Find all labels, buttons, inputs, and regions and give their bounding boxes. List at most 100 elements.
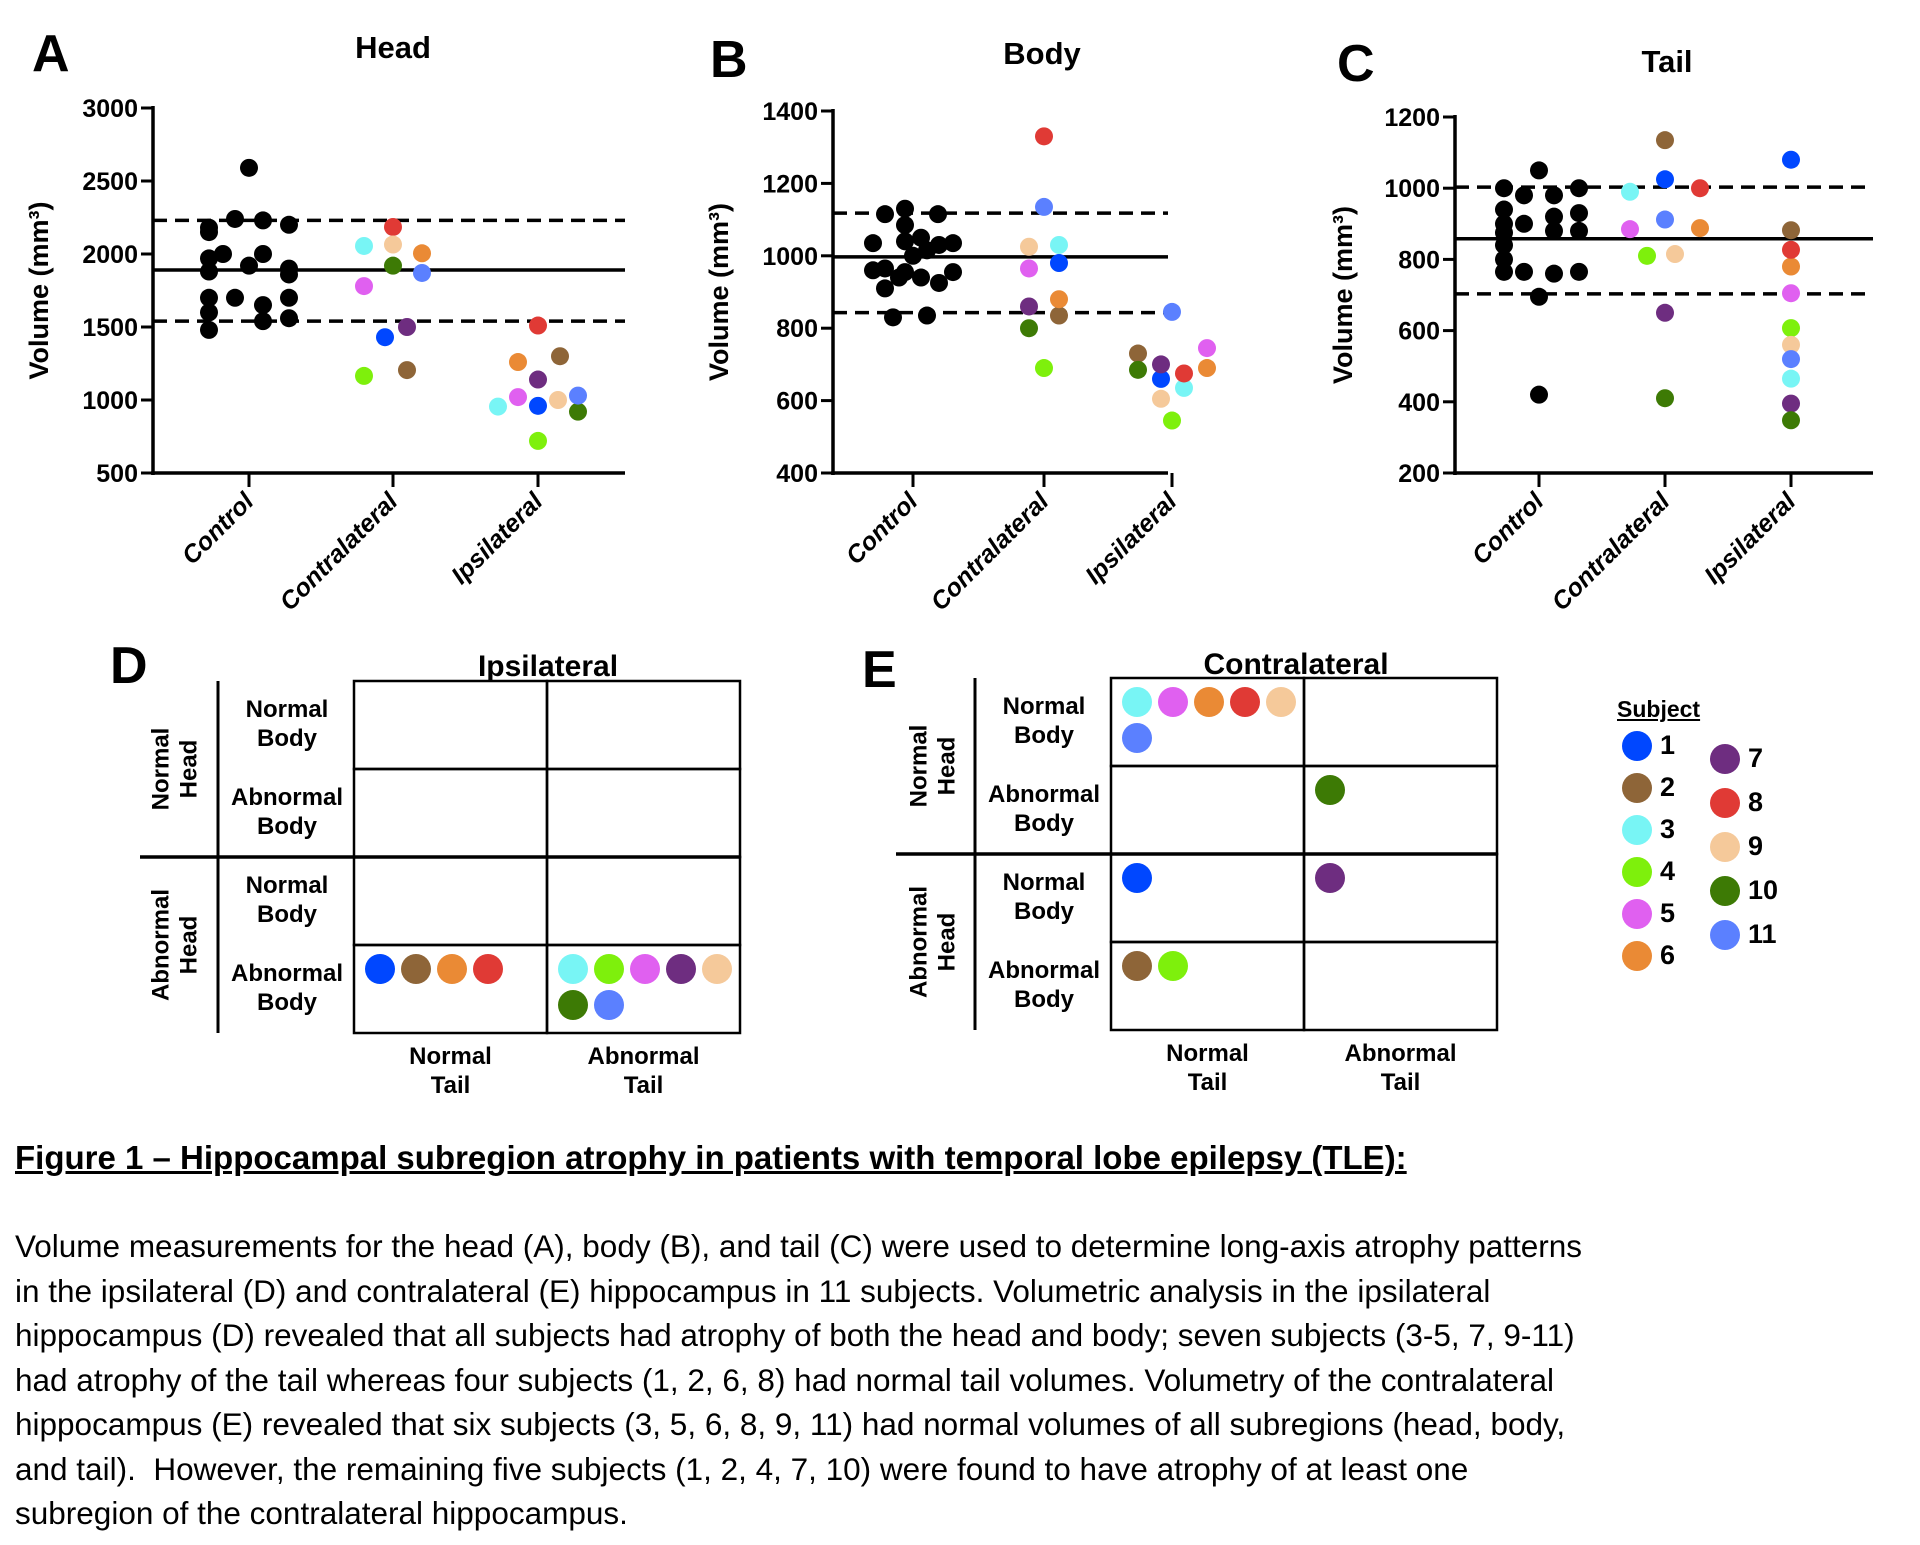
control-point xyxy=(864,234,882,253)
legend-swatch xyxy=(1710,831,1740,862)
ipsilateral-point-subject-10 xyxy=(1129,360,1147,379)
caption-line: Volume measurements for the head (A), bo… xyxy=(15,1228,1583,1264)
legend-swatch xyxy=(1710,875,1740,906)
contralateral-point-subject-10 xyxy=(1656,389,1674,408)
legend-label: 8 xyxy=(1748,787,1764,817)
legend-item-subject-1: 1 xyxy=(1622,730,1675,761)
y-tick-label: 1000 xyxy=(762,243,818,271)
control-point xyxy=(876,259,894,278)
legend-swatch xyxy=(1622,940,1652,971)
col-label-abnormal-tail: Abnormal Tail xyxy=(1344,1040,1457,1096)
ipsilateral-point-subject-7 xyxy=(1152,355,1170,374)
contralateral-point-subject-4 xyxy=(355,366,373,385)
legend-swatch xyxy=(1622,898,1652,929)
ipsilateral-point-subject-7 xyxy=(529,370,547,389)
legend-label: 9 xyxy=(1748,831,1764,861)
row-label-abnormal-body: Abnormal Body xyxy=(987,957,1100,1013)
y-tick-label: 1500 xyxy=(82,314,138,342)
contralateral-point-subject-8 xyxy=(1035,127,1053,146)
panel-letter-d: D xyxy=(110,637,148,695)
contralateral-point-subject-4 xyxy=(1638,246,1656,265)
panel-letter-b: B xyxy=(710,31,748,89)
control-point xyxy=(1530,161,1548,180)
panel-letter-a: A xyxy=(32,25,70,83)
y-tick-label: 2500 xyxy=(82,168,138,196)
caption-line: in the ipsilateral (D) and contralateral… xyxy=(15,1272,1491,1309)
grid-dot-subject-6 xyxy=(1194,687,1224,717)
y-axis-label: Volume (mm³) xyxy=(24,201,54,379)
grid-dot-subject-8 xyxy=(1230,687,1260,717)
control-point xyxy=(1545,207,1563,226)
contralateral-point-subject-8 xyxy=(384,217,402,236)
control-point xyxy=(280,265,298,284)
ipsilateral-point-subject-11 xyxy=(1782,350,1800,369)
contralateral-point-subject-3 xyxy=(1621,182,1639,201)
y-tick-label: 2000 xyxy=(82,241,138,269)
contralateral-point-subject-9 xyxy=(1020,237,1038,256)
control-point xyxy=(1570,221,1588,240)
ipsilateral-point-subject-9 xyxy=(1152,389,1170,408)
control-point xyxy=(896,232,914,251)
contralateral-point-subject-1 xyxy=(1656,170,1674,189)
y-axis-label: Volume (mm³) xyxy=(704,203,734,381)
contralateral-point-subject-5 xyxy=(1621,220,1639,239)
grid-dot-subject-11 xyxy=(1122,723,1152,753)
contralateral-point-subject-5 xyxy=(1020,259,1038,278)
contralateral-point-subject-3 xyxy=(1050,235,1068,254)
control-point xyxy=(214,245,232,263)
legend-item-subject-8: 8 xyxy=(1710,787,1763,818)
col-label-normal-tail: Normal Tail xyxy=(409,1043,492,1099)
ipsilateral-point-subject-3 xyxy=(1175,378,1193,397)
legend-swatch xyxy=(1710,919,1740,950)
control-point xyxy=(254,211,272,230)
contralateral-point-subject-9 xyxy=(1666,245,1684,264)
legend-item-subject-11: 11 xyxy=(1710,919,1777,950)
y-tick-label: 400 xyxy=(1398,389,1440,417)
y-tick-label: 500 xyxy=(96,460,138,488)
control-point xyxy=(1545,264,1563,283)
figure-caption-body: Volume measurements for the head (A), bo… xyxy=(15,1224,1915,1536)
control-point xyxy=(930,273,948,292)
control-point xyxy=(280,309,298,328)
row-label-abnormal-body: Abnormal Body xyxy=(230,784,343,840)
control-point xyxy=(1495,262,1513,281)
grid-dot-subject-9 xyxy=(702,954,732,984)
legend-swatch xyxy=(1710,787,1740,818)
legend-label: 10 xyxy=(1748,875,1779,905)
caption-line: hippocampus (D) revealed that all subjec… xyxy=(15,1317,1575,1353)
panel-title-head: Head xyxy=(355,30,431,65)
contralateral-point-subject-2 xyxy=(1656,131,1674,150)
contralateral-point-subject-4 xyxy=(1035,359,1053,378)
y-tick-label: 1000 xyxy=(1384,175,1440,203)
contralateral-point-subject-2 xyxy=(1050,306,1068,325)
grid-dot-subject-3 xyxy=(558,954,588,984)
ipsilateral-point-subject-11 xyxy=(1163,302,1181,321)
grid-cell-border xyxy=(545,943,742,1035)
grid-dot-subject-5 xyxy=(1158,687,1188,717)
control-point xyxy=(226,209,244,228)
legend-label: 2 xyxy=(1660,772,1676,802)
contralateral-point-subject-6 xyxy=(413,244,431,263)
legend-label: 11 xyxy=(1748,919,1777,949)
ipsilateral-point-subject-10 xyxy=(569,402,587,421)
control-point xyxy=(1530,385,1548,404)
grid-dot-subject-7 xyxy=(1315,863,1345,893)
contralateral-point-subject-11 xyxy=(413,263,431,282)
control-point xyxy=(254,312,272,331)
contralateral-point-subject-7 xyxy=(398,318,416,336)
y-tick-label: 800 xyxy=(776,315,818,343)
legend-label: 4 xyxy=(1660,856,1676,886)
caption-line: subregion of the contralateral hippocamp… xyxy=(15,1495,628,1531)
control-point xyxy=(280,288,298,307)
legend-item-subject-6: 6 xyxy=(1622,940,1675,971)
control-point xyxy=(200,249,218,268)
control-point xyxy=(200,288,218,307)
control-point xyxy=(200,303,218,322)
control-point xyxy=(1515,262,1533,281)
figure-caption-title: Figure 1 – Hippocampal subregion atrophy… xyxy=(15,1139,1407,1176)
legend-swatch xyxy=(1710,743,1740,774)
grid-cell-border xyxy=(1109,764,1306,856)
grid-dot-subject-5 xyxy=(630,954,660,984)
